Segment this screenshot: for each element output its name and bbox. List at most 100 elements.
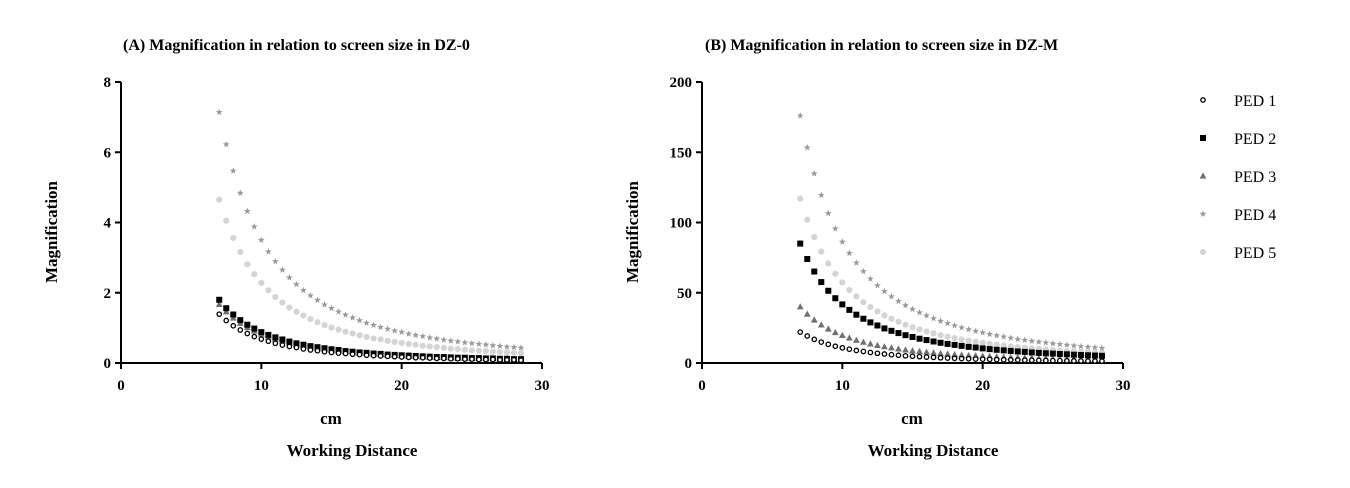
panel-a-y-tick-label: 0 bbox=[104, 356, 112, 372]
panel-a-point bbox=[447, 355, 454, 362]
panel-b-point bbox=[867, 319, 874, 326]
legend-label: PED 3 bbox=[1234, 169, 1276, 186]
panel-a-point bbox=[230, 234, 237, 242]
panel-a-point bbox=[328, 346, 335, 353]
panel-b-point bbox=[817, 191, 825, 199]
panel-a-point bbox=[307, 343, 314, 350]
panel-b-point bbox=[859, 267, 867, 275]
panel-b-point bbox=[993, 331, 1001, 339]
legend: PED 1 PED 2 PED 3 PED 4 PED 5 bbox=[1199, 93, 1276, 262]
panel-b-point bbox=[1098, 352, 1105, 359]
panel-a-point bbox=[384, 337, 391, 344]
panel-a-point bbox=[461, 346, 468, 353]
panel-a-point bbox=[391, 327, 399, 334]
panel-a-series-ped-5 bbox=[216, 196, 525, 357]
panel-b-point bbox=[979, 339, 986, 347]
panel-b: (B) Magnification in relation to screen … bbox=[623, 37, 1131, 460]
panel-a-point bbox=[447, 337, 455, 344]
panel-b-point bbox=[1077, 342, 1085, 350]
panel-a-point bbox=[244, 261, 251, 268]
panel-b-point bbox=[832, 270, 839, 277]
panel-b-point bbox=[972, 327, 980, 335]
panel-a-point bbox=[412, 341, 419, 348]
panel-b-point bbox=[853, 311, 860, 318]
panel-b-x-tick-label: 30 bbox=[1116, 378, 1131, 394]
panel-a-point bbox=[363, 352, 370, 359]
panel-a-point bbox=[511, 356, 517, 363]
panel-b-point bbox=[853, 293, 860, 300]
legend-item-ped-2: PED 2 bbox=[1200, 131, 1276, 148]
panel-b-point bbox=[951, 335, 958, 342]
panel-a-point bbox=[271, 257, 279, 265]
panel-a-x-tick-label: 10 bbox=[254, 378, 269, 394]
panel-a-point bbox=[398, 339, 405, 347]
panel-b-point bbox=[1014, 357, 1021, 363]
panel-b-point bbox=[923, 328, 930, 335]
panel-b-point bbox=[972, 352, 980, 359]
panel-b-point bbox=[867, 349, 874, 356]
panel-a-point bbox=[349, 314, 356, 321]
panel-b-point bbox=[824, 209, 832, 217]
panel-a-point bbox=[279, 299, 286, 306]
legend-item-ped-5: PED 5 bbox=[1199, 245, 1276, 262]
panel-a-point bbox=[279, 342, 286, 348]
panel-b-point bbox=[804, 333, 811, 339]
panel-a-point bbox=[237, 327, 244, 333]
panel-b-xlabel: Working Distance bbox=[868, 441, 999, 460]
panel-a-point bbox=[468, 356, 475, 362]
panel-b-point bbox=[972, 344, 979, 351]
panel-b-point bbox=[944, 333, 951, 340]
panel-a-point bbox=[475, 340, 483, 347]
panel-b-point bbox=[923, 354, 930, 360]
panel-b-point bbox=[1063, 351, 1070, 358]
panel-a-point bbox=[272, 340, 279, 347]
panel-b-point bbox=[951, 355, 958, 362]
panel-b-y-tick-label: 50 bbox=[677, 286, 692, 302]
panel-b-point bbox=[930, 314, 937, 322]
panel-b-point bbox=[867, 340, 874, 347]
panel-b-point bbox=[1085, 358, 1091, 364]
panel-b-point bbox=[825, 260, 832, 267]
panel-b-point bbox=[1007, 357, 1014, 363]
panel-b-point bbox=[930, 354, 937, 361]
panel-a-point bbox=[517, 344, 525, 351]
panel-a-point bbox=[216, 196, 223, 203]
panel-a-point bbox=[405, 354, 412, 361]
panel-a-x-tick-label: 30 bbox=[535, 378, 550, 394]
panel-a-point bbox=[440, 344, 447, 351]
panel-b-point bbox=[1084, 352, 1091, 359]
panel-a-xlabel: Working Distance bbox=[287, 441, 418, 460]
panel-b-point bbox=[1028, 349, 1035, 356]
panel-b-point bbox=[986, 346, 993, 353]
panel-b-series-ped-4 bbox=[796, 112, 1106, 352]
panel-b-x-tick-label: 20 bbox=[975, 378, 990, 394]
panel-a-y-tick-label: 4 bbox=[104, 216, 112, 232]
panel-b-point bbox=[930, 338, 937, 345]
panel-b-point bbox=[923, 348, 930, 355]
panel-a-point bbox=[314, 344, 321, 351]
panel-a-point bbox=[482, 341, 490, 348]
panel-a-point bbox=[307, 291, 314, 299]
legend-label: PED 1 bbox=[1234, 93, 1276, 110]
panel-a-point bbox=[251, 325, 258, 332]
panel-b-y-tick-label: 200 bbox=[670, 75, 693, 91]
panel-b-point bbox=[874, 322, 881, 329]
panel-b-point bbox=[1091, 343, 1099, 351]
legend-marker bbox=[1199, 248, 1207, 256]
panel-b-series-ped-5 bbox=[797, 195, 1106, 357]
panel-a-point bbox=[503, 349, 511, 356]
panel-a-point bbox=[356, 332, 363, 339]
panel-b-point bbox=[818, 339, 825, 345]
panel-a-point bbox=[216, 296, 223, 303]
panel-b-point bbox=[1056, 351, 1063, 358]
panel-b-point bbox=[979, 329, 987, 336]
panel-b-point bbox=[1063, 341, 1071, 348]
panel-a-point bbox=[496, 349, 503, 356]
panel-a-point bbox=[497, 356, 503, 363]
panel-b-point bbox=[902, 321, 909, 328]
panel-b-point bbox=[1098, 344, 1106, 352]
panel-b-point bbox=[930, 349, 937, 356]
panel-a-point bbox=[518, 357, 524, 364]
panel-a-point bbox=[377, 336, 384, 343]
panel-b-point bbox=[888, 351, 895, 358]
